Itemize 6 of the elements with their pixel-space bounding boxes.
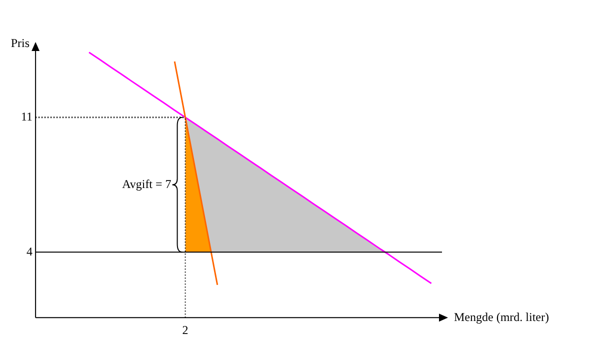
x-tick-label: 2 bbox=[182, 322, 188, 337]
y-tick-label: 4 bbox=[26, 244, 33, 258]
annotation: Avgift = 7 bbox=[122, 176, 172, 191]
y-axis-title: Pris bbox=[10, 36, 30, 50]
x-axis-title: Mengde (mrd. liter) bbox=[454, 310, 549, 324]
y-tick-label: 11 bbox=[20, 109, 33, 124]
